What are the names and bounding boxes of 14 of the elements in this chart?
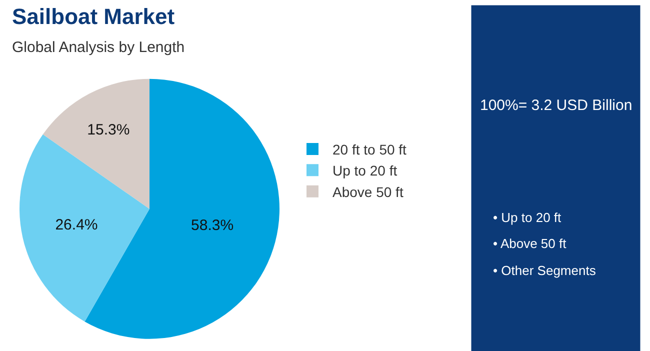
text: 100%= 3.2 USD Billion bbox=[480, 97, 632, 114]
pie-slice bbox=[42, 78, 150, 209]
chart-subtitle: Global Analysis by Length bbox=[12, 39, 185, 56]
data-label: 15.3% bbox=[87, 122, 130, 139]
legend-label: Up to 20 ft bbox=[332, 162, 398, 179]
legend-label: 20 ft to 50 ft bbox=[332, 141, 407, 158]
chart-title: Sailboat Market bbox=[12, 4, 176, 29]
text: • Other Segments bbox=[493, 263, 596, 278]
text: • Above 50 ft bbox=[493, 236, 567, 251]
text: • Up to 20 ft bbox=[493, 210, 562, 225]
data-label: 58.3% bbox=[191, 217, 234, 234]
data-label: 26.4% bbox=[55, 216, 98, 234]
pie-slice bbox=[20, 134, 150, 322]
legend-label: Above 50 ft bbox=[332, 184, 404, 200]
